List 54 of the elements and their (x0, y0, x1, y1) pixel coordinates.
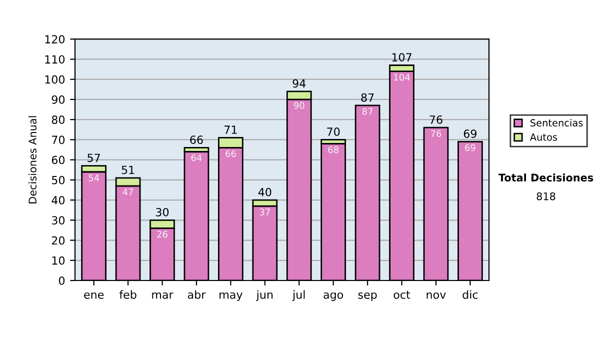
data-label: 26 (157, 230, 168, 238)
y-tick-label: 20 (52, 236, 65, 245)
total-label: 71 (224, 126, 237, 134)
data-label: 37 (260, 208, 270, 216)
x-tick-label: ene (84, 292, 104, 299)
x-tick-label: nov (426, 292, 446, 299)
data-label: 87 (362, 108, 373, 115)
data-label: 64 (191, 154, 202, 162)
y-tick-label: 110 (45, 55, 65, 64)
x-tick-label: may (220, 292, 242, 301)
y-tick-label: 90 (52, 95, 65, 104)
legend-label: Sentencias (530, 118, 583, 127)
total-label: 30 (156, 208, 169, 216)
y-tick-label: 0 (58, 276, 65, 285)
y-tick-label: 50 (52, 176, 65, 184)
x-tick-label: feb (119, 290, 136, 299)
total-label: 69 (464, 130, 476, 138)
text: 818 (536, 192, 556, 200)
data-label: 54 (88, 174, 100, 182)
x-tick-label: jun (256, 290, 273, 301)
data-label: 68 (328, 146, 338, 154)
x-tick-label: oct (394, 290, 410, 299)
y-tick-label: 120 (45, 35, 65, 44)
y-tick-label: 10 (52, 256, 65, 265)
y-tick-label: 40 (52, 196, 65, 204)
x-tick-label: sep (358, 292, 377, 301)
total-label: 87 (361, 93, 374, 102)
data-label: 90 (294, 102, 304, 109)
total-label: 94 (292, 79, 306, 88)
x-tick-label: jul (292, 290, 305, 301)
total-label: 76 (430, 115, 442, 124)
x-tick-label: ago (324, 292, 344, 301)
total-label: 70 (327, 128, 340, 136)
data-label: 69 (465, 144, 476, 152)
total-label: 40 (258, 188, 272, 196)
legend-label: Autos (530, 134, 558, 141)
total-label: 51 (122, 166, 134, 174)
x-tick-label: dic (462, 290, 478, 299)
x-tick-label: mar (152, 292, 174, 299)
y-tick-label: 100 (45, 75, 65, 84)
y-tick-label: 30 (52, 216, 65, 225)
y-axis-title: Decisiones Anual (28, 116, 36, 204)
data-label: 66 (226, 150, 236, 158)
y-tick-label: 70 (52, 136, 65, 144)
y-tick-label: 80 (52, 116, 65, 124)
data-label: 76 (430, 130, 442, 138)
x-tick-label: abr (188, 290, 206, 299)
y-tick-label: 60 (52, 156, 65, 164)
data-label: 104 (394, 74, 410, 81)
text: Total Decisiones (498, 173, 594, 182)
data-label: 47 (122, 188, 134, 196)
total-label: 107 (392, 53, 412, 62)
total-label: 57 (88, 154, 100, 162)
total-label: 66 (190, 136, 203, 144)
